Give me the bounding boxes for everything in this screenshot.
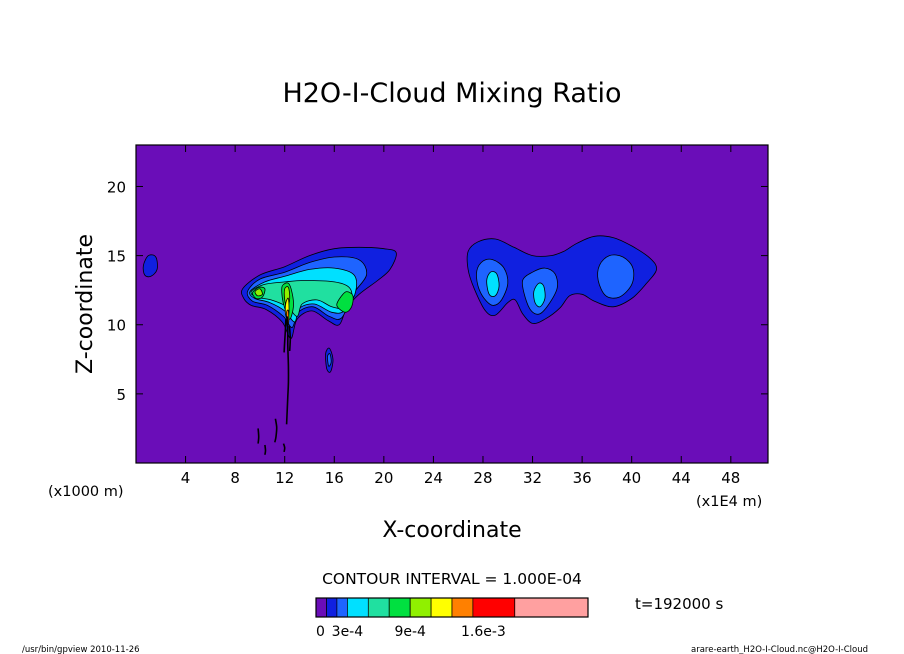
colorbar-swatch (388, 597, 411, 618)
x-axis-label: X-coordinate (382, 518, 521, 543)
contour-line-level-9 (257, 428, 260, 444)
contour-line-level-9 (274, 418, 278, 443)
colorbar-label: 1.6e-3 (461, 624, 506, 640)
colorbar-swatch (336, 597, 348, 618)
contour-line-level-9 (264, 444, 267, 455)
x-unit-right: (x1E4 m) (696, 494, 762, 510)
contour-region-level-2 (327, 353, 332, 367)
colorbar-swatch (409, 597, 432, 618)
time-text: t=192000 s (635, 595, 723, 613)
contour-line-level-9 (285, 316, 290, 425)
x-tick-label: 48 (721, 469, 740, 487)
x-tick-label: 36 (573, 469, 592, 487)
plot-frame (135, 144, 769, 464)
y-tick-label: 15 (107, 248, 126, 266)
y-axis-label: Z-coordinate (73, 234, 98, 374)
contour-lines (257, 316, 292, 455)
x-tick-label: 28 (473, 469, 492, 487)
y-tick-label: 20 (107, 178, 126, 196)
colorbar-swatch (367, 597, 390, 618)
footer-right: arare-earth_H2O-I-Cloud.nc@H2O-I-Cloud (691, 645, 868, 654)
contour-region-level-3 (533, 282, 546, 308)
contour-region-level-6 (254, 288, 263, 297)
x-tick-label: 24 (424, 469, 443, 487)
colorbar-swatch (430, 597, 453, 618)
footer-left: /usr/bin/gpview 2010-11-26 (22, 645, 140, 654)
contour-region-level-1 (142, 254, 158, 278)
plot-background (136, 145, 768, 463)
colorbar-label: 3e-4 (332, 624, 364, 640)
x-unit-left: (x1000 m) (48, 484, 124, 500)
x-tick-label: 8 (230, 469, 240, 487)
colorbar-swatch (472, 597, 516, 618)
colorbar-labels: 0 3e-4 9e-4 1.6e-3 (316, 624, 506, 640)
colorbar-swatch (451, 597, 474, 618)
x-tick-label: 20 (374, 469, 393, 487)
colorbar-swatch (347, 597, 369, 618)
contour-region-level-3 (486, 271, 500, 297)
contour-region-level-2 (597, 254, 635, 299)
y-tick-label: 5 (116, 386, 126, 404)
contour-line-level-9 (283, 319, 287, 353)
x-tick-label: 16 (325, 469, 344, 487)
colorbar-label: 0 (316, 624, 325, 640)
contour-region-level-5 (336, 291, 354, 313)
colorbar-label: 9e-4 (394, 624, 426, 640)
x-tick-label: 44 (672, 469, 691, 487)
chart-title: H2O-I-Cloud Mixing Ratio (282, 78, 621, 109)
x-tick-label: 40 (622, 469, 641, 487)
x-tick-label: 12 (275, 469, 294, 487)
colorbar-swatch (315, 597, 327, 618)
y-axis-ticks: 5 10 15 20 (107, 178, 768, 404)
contour-line-level-9 (288, 326, 292, 352)
contour-interval-text: CONTOUR INTERVAL = 1.000E-04 (322, 570, 582, 588)
x-tick-label: 32 (523, 469, 542, 487)
x-axis-ticks: 4 8 12 16 20 24 28 32 36 40 44 48 (181, 145, 740, 487)
colorbar-frame (315, 597, 589, 618)
y-tick-label: 10 (107, 317, 126, 335)
x-tick-label: 4 (181, 469, 191, 487)
contour-regions (142, 235, 657, 373)
colorbar-swatch (514, 597, 589, 618)
contour-line-level-9 (282, 443, 286, 453)
colorbar-swatch (326, 597, 338, 618)
colorbar (315, 597, 589, 618)
